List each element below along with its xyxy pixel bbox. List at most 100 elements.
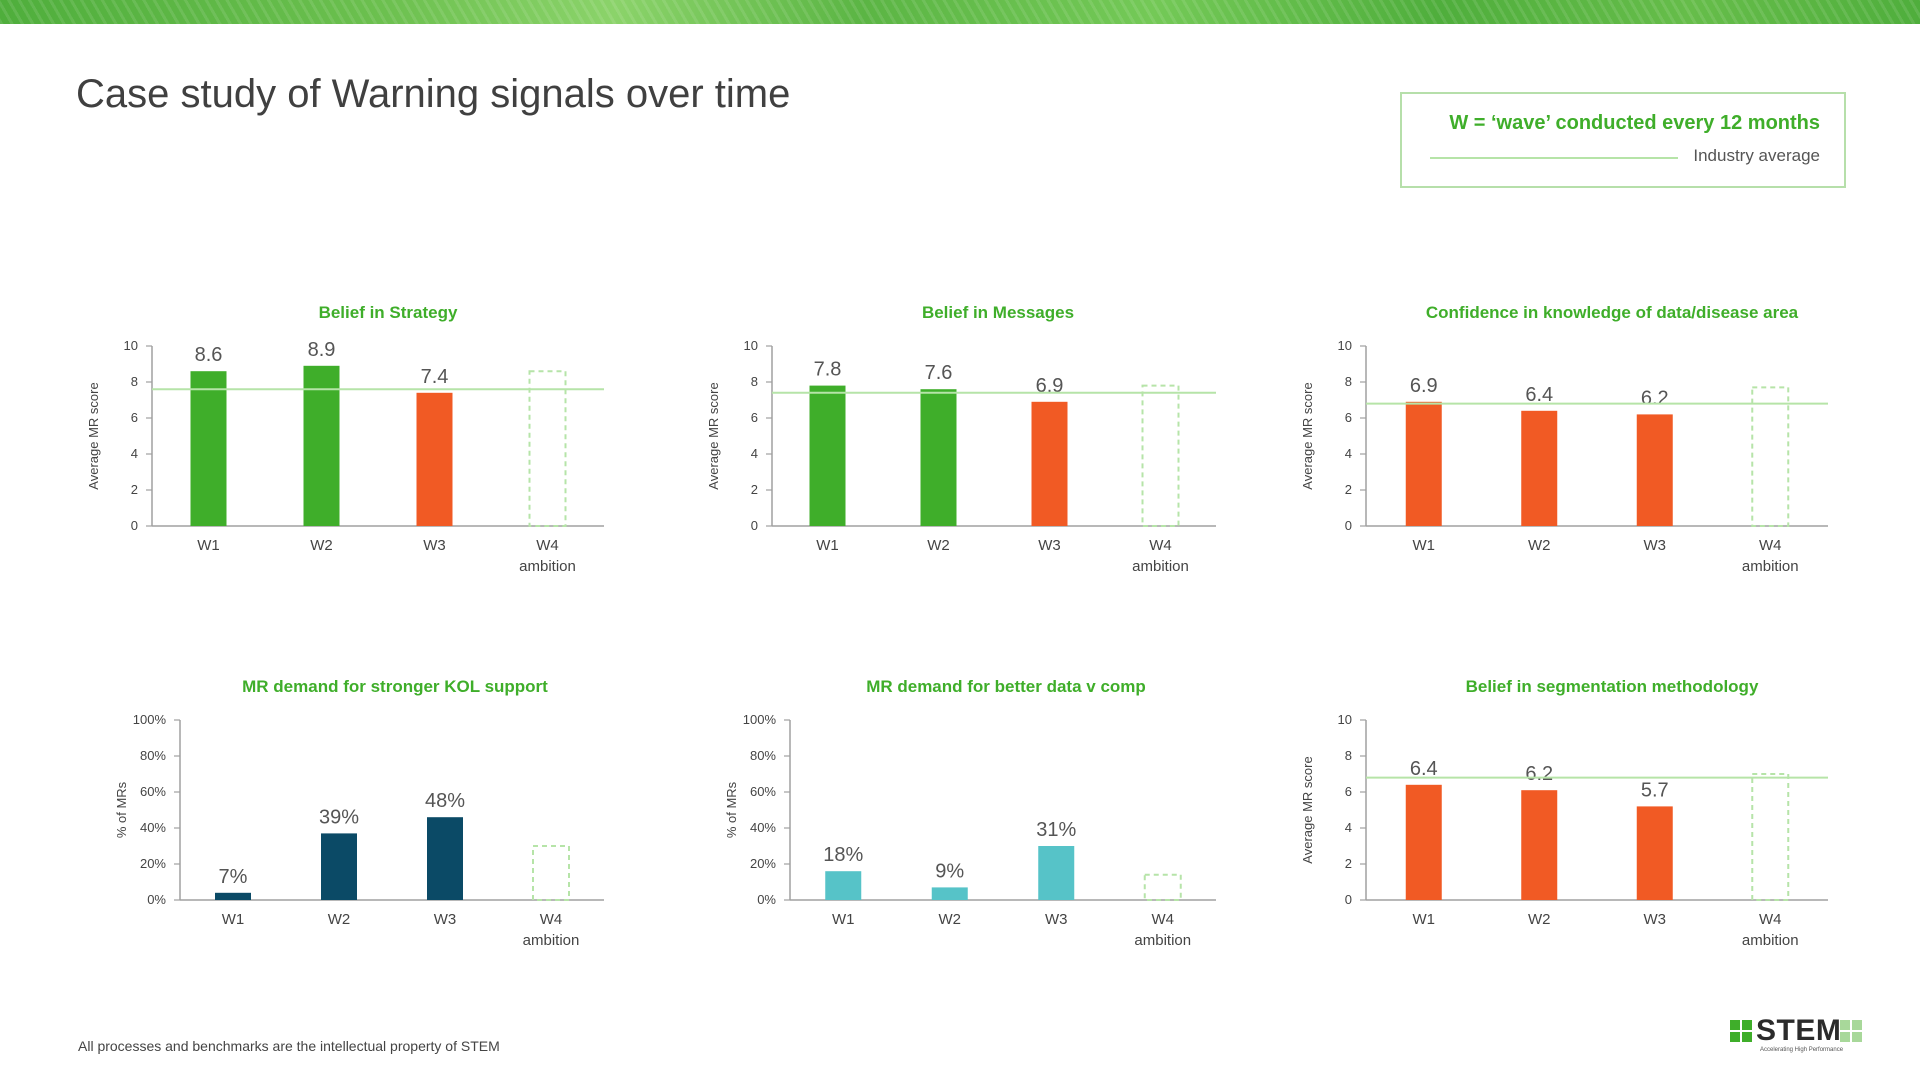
logo-text: STEM bbox=[1756, 1014, 1842, 1047]
bar-value-label: 7.8 bbox=[814, 359, 842, 381]
y-tick-label: 2 bbox=[131, 482, 138, 497]
x-tick-label: W1 bbox=[832, 911, 855, 928]
data-bar bbox=[1636, 806, 1673, 900]
y-tick-label: 60% bbox=[140, 784, 166, 799]
legend-box: W = ‘wave’ conducted every 12 months Ind… bbox=[1400, 92, 1846, 188]
ambition-bar bbox=[1143, 873, 1182, 901]
bar-value-label: 8.6 bbox=[195, 344, 223, 366]
top-decorative-band bbox=[0, 0, 1920, 24]
ambition-bar bbox=[1751, 773, 1790, 901]
bar-value-label: 9% bbox=[935, 860, 964, 882]
legend-title: W = ‘wave’ conducted every 12 months bbox=[1449, 112, 1820, 134]
chart-title: Confidence in knowledge of data/disease … bbox=[1426, 303, 1799, 322]
page-title: Case study of Warning signals over time bbox=[76, 72, 791, 116]
x-tick-label: W4 bbox=[1149, 537, 1172, 554]
chart-title: MR demand for better data v comp bbox=[866, 677, 1146, 696]
industry-average-legend-line bbox=[1430, 157, 1678, 159]
data-bar bbox=[809, 385, 846, 526]
data-bar bbox=[1521, 410, 1558, 526]
y-tick-label: 4 bbox=[131, 446, 138, 461]
y-tick-label: 10 bbox=[124, 338, 138, 353]
x-tick-label-line2: ambition bbox=[1132, 558, 1189, 575]
y-tick-label: 100% bbox=[133, 712, 167, 727]
data-bar bbox=[303, 365, 340, 526]
y-tick-label: 0 bbox=[1345, 518, 1352, 533]
y-axis-title: Average MR score bbox=[706, 382, 721, 489]
bar-value-label: 39% bbox=[319, 806, 359, 828]
legend-line-label: Industry average bbox=[1693, 146, 1820, 165]
footer-note: All processes and benchmarks are the int… bbox=[78, 1038, 500, 1054]
data-bar bbox=[825, 871, 862, 900]
x-tick-label: W2 bbox=[1528, 537, 1551, 554]
data-bar bbox=[1521, 790, 1558, 900]
data-bar bbox=[215, 892, 251, 900]
y-tick-label: 0 bbox=[131, 518, 138, 533]
x-tick-label-line2: ambition bbox=[1742, 558, 1799, 575]
data-bar bbox=[1636, 414, 1673, 526]
data-bar bbox=[321, 833, 357, 900]
x-tick-label: W4 bbox=[540, 911, 563, 928]
data-bar bbox=[1405, 784, 1442, 900]
x-tick-label: W1 bbox=[816, 537, 839, 554]
ambition-bar bbox=[528, 370, 567, 528]
x-tick-label: W1 bbox=[197, 537, 220, 554]
y-tick-label: 100% bbox=[743, 712, 777, 727]
bar-value-label: 5.7 bbox=[1641, 779, 1669, 801]
bar-value-label: 7.6 bbox=[925, 362, 953, 384]
x-tick-label: W3 bbox=[434, 911, 457, 928]
x-tick-label: W3 bbox=[1644, 537, 1667, 554]
data-bar bbox=[416, 392, 453, 526]
bar-value-label: 6.9 bbox=[1036, 375, 1064, 397]
y-tick-label: 6 bbox=[751, 410, 758, 425]
y-tick-label: 8 bbox=[1345, 748, 1352, 763]
y-tick-label: 0 bbox=[1345, 892, 1352, 907]
y-tick-label: 2 bbox=[1345, 482, 1352, 497]
bar-value-label: 6.2 bbox=[1525, 763, 1553, 785]
chart-title: MR demand for stronger KOL support bbox=[242, 677, 548, 696]
logo-tagline: Accelerating High Performance bbox=[1760, 1047, 1844, 1053]
y-tick-label: 10 bbox=[744, 338, 758, 353]
y-tick-label: 4 bbox=[1345, 446, 1352, 461]
y-tick-label: 4 bbox=[751, 446, 758, 461]
stem-logo: STEM Accelerating High Performance bbox=[1730, 1014, 1870, 1058]
x-tick-label-line2: ambition bbox=[519, 558, 576, 575]
bar-value-label: 7.4 bbox=[421, 366, 449, 388]
chart-title: Belief in segmentation methodology bbox=[1466, 677, 1759, 696]
y-tick-label: 2 bbox=[1345, 856, 1352, 871]
y-tick-label: 2 bbox=[751, 482, 758, 497]
bar-value-label: 18% bbox=[823, 844, 863, 866]
y-tick-label: 0% bbox=[757, 892, 776, 907]
x-tick-label: W2 bbox=[927, 537, 950, 554]
data-bar bbox=[931, 887, 968, 900]
bar-value-label: 48% bbox=[425, 790, 465, 812]
x-tick-label: W4 bbox=[1759, 537, 1782, 554]
y-axis-title: % of MRs bbox=[724, 781, 739, 838]
y-tick-label: 60% bbox=[750, 784, 776, 799]
x-tick-label: W2 bbox=[1528, 911, 1551, 928]
x-tick-label: W3 bbox=[1644, 911, 1667, 928]
bar-value-label: 6.4 bbox=[1410, 758, 1438, 780]
x-tick-label: W4 bbox=[536, 537, 559, 554]
y-axis-title: % of MRs bbox=[114, 781, 129, 838]
y-tick-label: 0% bbox=[147, 892, 166, 907]
x-tick-label: W4 bbox=[1759, 911, 1782, 928]
bar-value-label: 7% bbox=[219, 866, 248, 888]
y-axis-title: Average MR score bbox=[1300, 382, 1315, 489]
y-tick-label: 8 bbox=[1345, 374, 1352, 389]
data-bar bbox=[1405, 401, 1442, 526]
y-tick-label: 6 bbox=[131, 410, 138, 425]
chart-title: Belief in Strategy bbox=[319, 303, 458, 322]
data-bar bbox=[427, 817, 463, 900]
data-bar bbox=[190, 371, 227, 526]
data-bar bbox=[1038, 846, 1075, 900]
bar-value-label: 31% bbox=[1036, 819, 1076, 841]
ambition-bar bbox=[1141, 384, 1180, 527]
x-tick-label: W3 bbox=[423, 537, 446, 554]
y-tick-label: 4 bbox=[1345, 820, 1352, 835]
logo-squares-left-icon bbox=[1730, 1020, 1752, 1042]
chart-title: Belief in Messages bbox=[922, 303, 1074, 322]
y-tick-label: 6 bbox=[1345, 410, 1352, 425]
x-tick-label: W2 bbox=[310, 537, 333, 554]
x-tick-label: W2 bbox=[328, 911, 351, 928]
x-tick-label: W2 bbox=[939, 911, 962, 928]
